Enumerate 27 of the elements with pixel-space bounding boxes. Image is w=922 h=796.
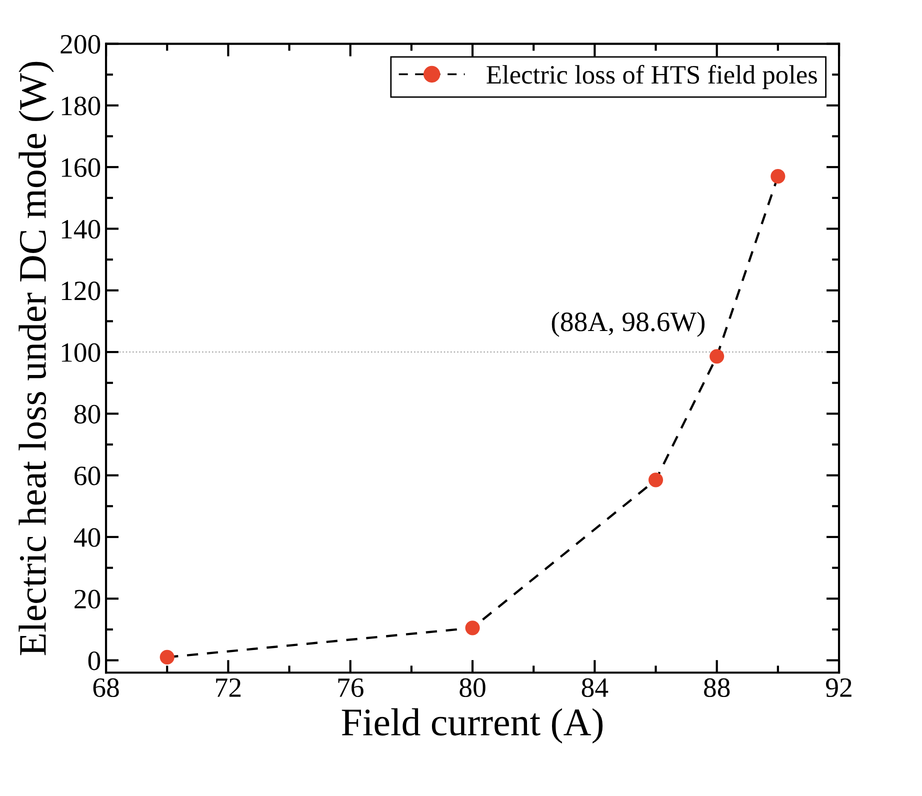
point — [160, 650, 174, 664]
point — [465, 620, 480, 636]
y-tick-label: 100 — [62, 343, 100, 362]
y-axis-title: Electric heat loss under DC mode (W) — [18, 62, 54, 656]
y-tick-label: 180 — [62, 96, 100, 116]
point — [770, 169, 786, 184]
x-tick-label: 72 — [216, 678, 241, 697]
y-tick-label: 80 — [74, 404, 100, 424]
y-tick-label: 120 — [62, 282, 100, 300]
legend-label: Electric loss of HTS field poles — [486, 64, 817, 90]
x-tick-label: 92 — [826, 678, 852, 698]
point — [648, 472, 664, 488]
y-tick-label: 160 — [62, 158, 100, 177]
x-tick-label: 88 — [704, 678, 730, 698]
x-tick-label: 68 — [93, 678, 119, 698]
y-tick-label: 60 — [74, 466, 100, 486]
y-tick-label: 140 — [62, 220, 100, 239]
y-tick-label: 0 — [88, 651, 100, 670]
y-tick-label: 20 — [74, 590, 100, 609]
annotation: (88A, 98.6W) — [552, 312, 705, 337]
x-tick-label: 84 — [582, 678, 608, 698]
point — [710, 349, 724, 364]
y-tick-label: 40 — [74, 528, 100, 547]
x-tick-label: 76 — [338, 678, 364, 698]
x-axis-title: Field current (A) — [342, 708, 603, 744]
x-tick-label: 80 — [460, 678, 486, 698]
y-tick-label: 200 — [60, 34, 100, 54]
